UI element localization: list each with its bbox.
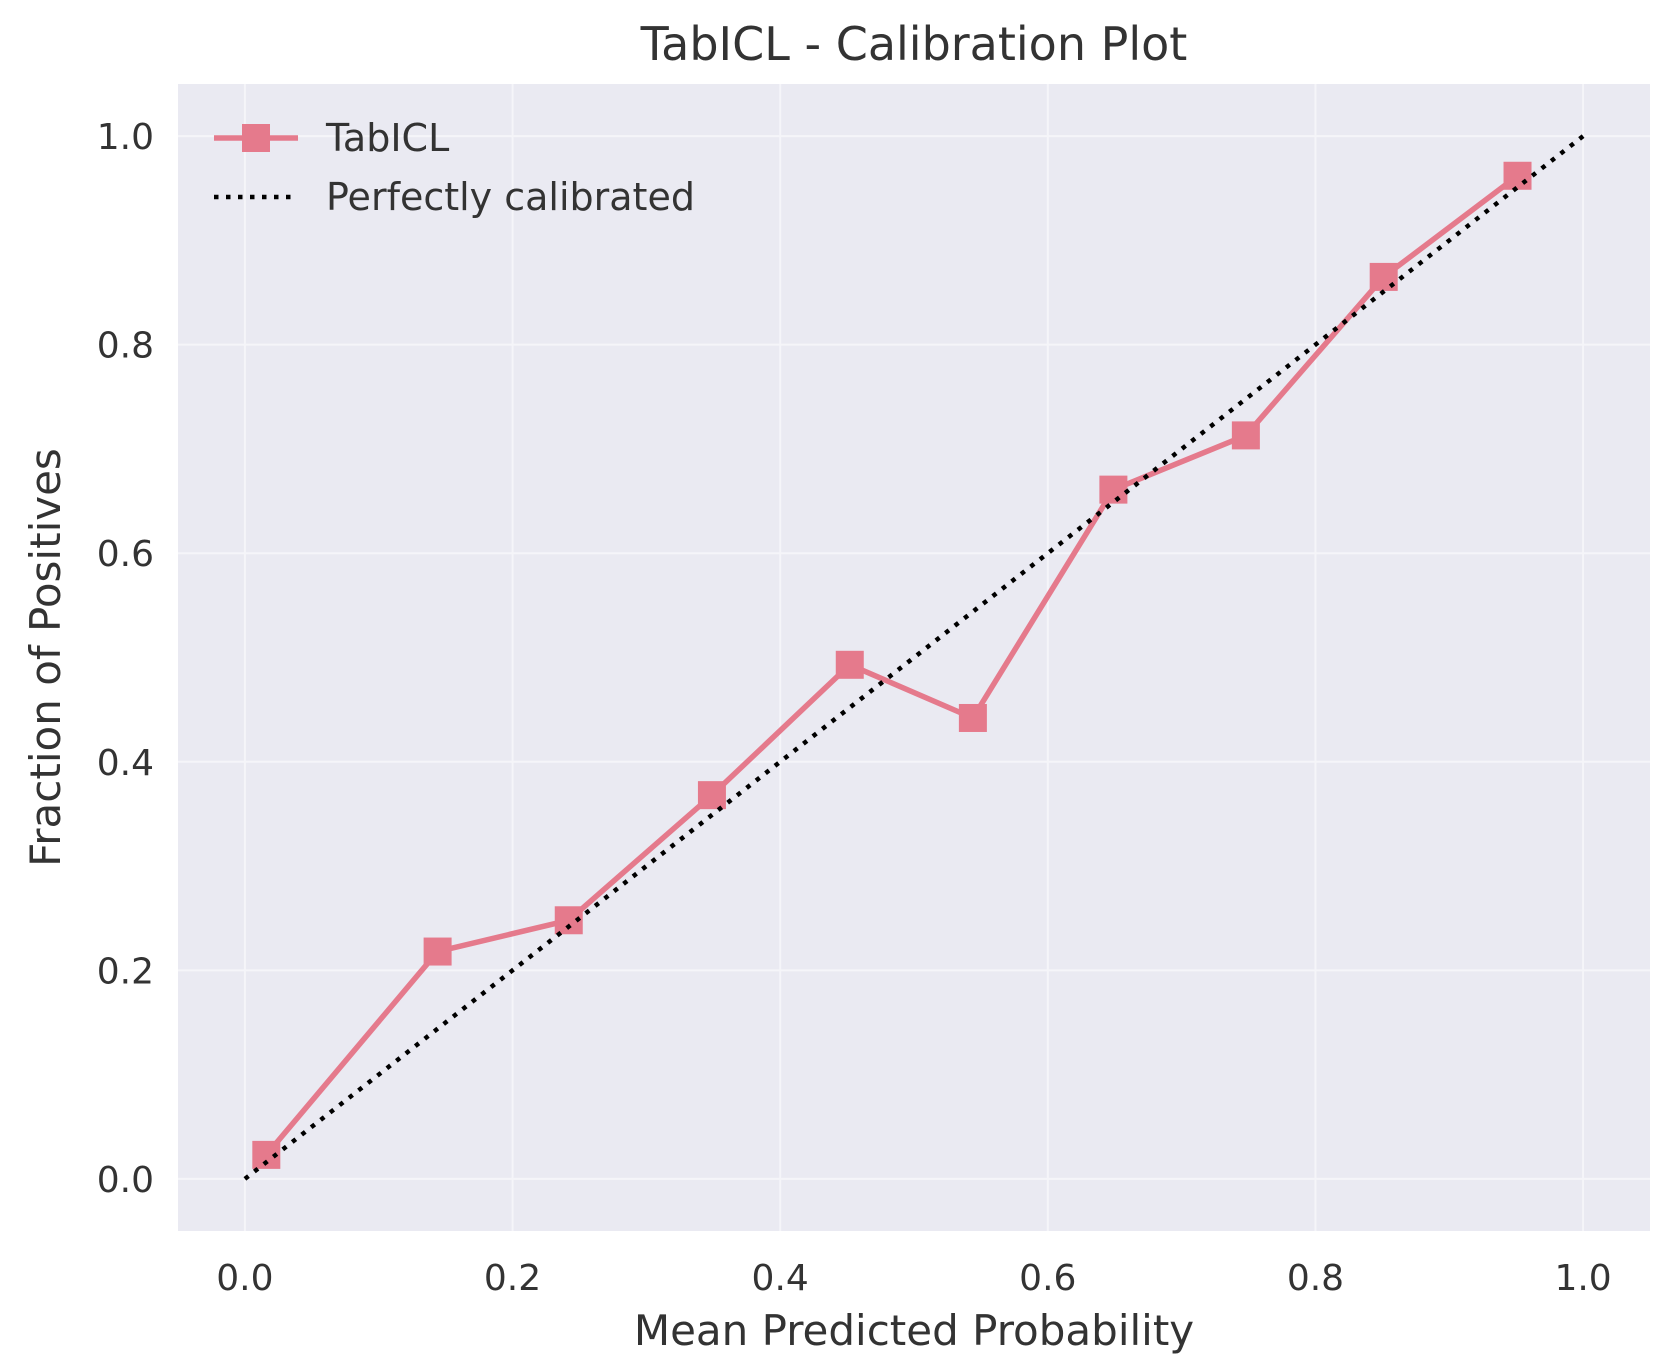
y-tick-label: 0.0	[97, 1160, 154, 1201]
x-tick-label: 1.0	[1554, 1258, 1611, 1299]
data-point-marker	[697, 781, 726, 810]
data-point-marker	[1099, 475, 1128, 504]
x-tick-label: 0.0	[216, 1258, 273, 1299]
y-tick-label: 0.8	[97, 326, 154, 367]
chart-title: TabICL - Calibration Plot	[640, 17, 1188, 71]
legend-label: TabICL	[325, 116, 449, 160]
legend-label: Perfectly calibrated	[326, 175, 695, 219]
y-tick-label: 0.6	[97, 534, 154, 575]
data-point-marker	[958, 703, 987, 732]
data-point-marker	[1503, 161, 1532, 190]
legend: TabICL Perfectly calibrated	[214, 116, 695, 219]
plot-area-background	[178, 84, 1650, 1231]
series-line	[264, 173, 1520, 1157]
data-point-marker	[423, 937, 452, 966]
y-tick-label: 0.2	[97, 951, 154, 992]
x-axis-label: Mean Predicted Probability	[634, 1306, 1194, 1355]
data-point-marker	[835, 650, 864, 679]
legend-swatch-marker	[242, 124, 270, 152]
x-tick-label: 0.8	[1287, 1258, 1344, 1299]
tick-label-layer: 0.0 0.2 0.4 0.6 0.8 1.0 0.0 0.2 0.4 0.6 0.8 1.0	[97, 117, 1612, 1299]
data-point-marker	[1231, 421, 1260, 450]
y-axis-label: Fraction of Positives	[21, 448, 70, 867]
x-tick-label: 0.4	[752, 1258, 809, 1299]
y-tick-label: 1.0	[97, 117, 154, 158]
x-tick-label: 0.6	[1019, 1258, 1076, 1299]
y-tick-label: 0.4	[97, 743, 154, 784]
x-tick-label: 0.2	[484, 1258, 541, 1299]
series-layer	[243, 134, 1585, 1181]
